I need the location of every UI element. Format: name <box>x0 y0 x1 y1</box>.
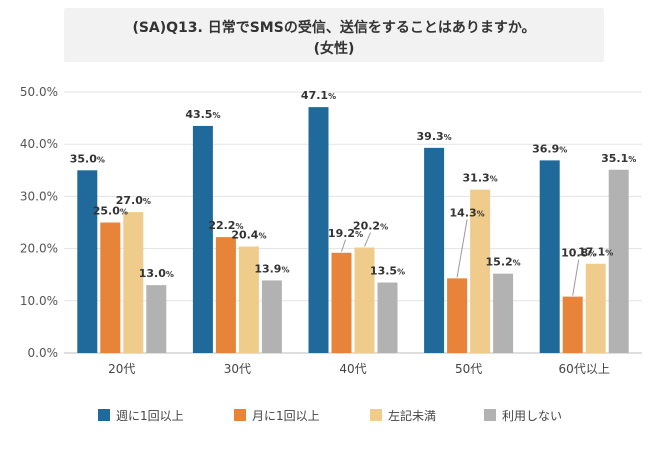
bar <box>493 273 514 353</box>
legend-item-weekly: 週に1回以上 <box>98 405 184 425</box>
data-label: 31.3% <box>463 172 498 185</box>
data-label: 27.0% <box>116 194 151 207</box>
data-label: 20.2% <box>353 220 388 233</box>
legend-item-none: 利用しない <box>484 405 562 425</box>
bar <box>261 280 282 353</box>
bar <box>377 282 398 353</box>
leader-line <box>341 239 346 252</box>
data-label: 47.1% <box>301 89 336 102</box>
leader-line <box>456 219 468 278</box>
x-category-label: 50代 <box>455 362 482 376</box>
bar <box>215 237 236 353</box>
data-label: 43.5% <box>185 108 220 121</box>
leader-line <box>572 259 580 296</box>
y-tick-label: 20.0% <box>20 242 58 256</box>
bar <box>447 278 468 353</box>
data-label: 20.4% <box>231 229 266 242</box>
bar <box>146 285 167 353</box>
bar <box>238 246 259 353</box>
chart-title: (SA)Q13. 日常でSMSの受信、送信をすることはありますか。 <box>132 20 536 36</box>
bar <box>562 296 583 353</box>
bar <box>608 169 629 353</box>
data-label: 13.0% <box>139 267 174 280</box>
bar <box>192 125 213 354</box>
x-category-label: 60代以上 <box>559 362 610 376</box>
x-category-label: 20代 <box>108 362 135 376</box>
bar <box>424 147 445 353</box>
data-label: 15.2% <box>486 256 521 269</box>
y-tick-label: 30.0% <box>20 189 58 203</box>
data-label: 17.1% <box>578 246 613 259</box>
legend-label-weekly: 週に1回以上 <box>116 408 184 423</box>
legend-swatch-monthly <box>234 409 246 421</box>
data-label: 36.9% <box>532 142 567 155</box>
bar <box>331 252 352 353</box>
legend-item-monthly: 月に1回以上 <box>234 405 320 425</box>
legend-swatch-none <box>484 409 496 421</box>
data-label: 13.5% <box>370 265 405 278</box>
legend-label-none: 利用しない <box>502 408 563 423</box>
y-tick-label: 0.0% <box>28 346 59 360</box>
data-label: 35.1% <box>601 152 636 165</box>
y-tick-label: 40.0% <box>20 137 58 151</box>
leader-line <box>364 232 371 247</box>
bar <box>100 222 121 353</box>
data-label: 22.2% <box>208 219 243 232</box>
legend-swatch-weekly <box>98 409 110 421</box>
x-category-label: 40代 <box>339 362 366 376</box>
data-label: 10.8% <box>561 247 596 260</box>
bar <box>308 107 329 353</box>
data-label: 13.9% <box>254 262 289 275</box>
bar <box>539 160 560 353</box>
data-label: 35.0% <box>70 152 105 165</box>
bar <box>77 170 98 353</box>
legend: 週に1回以上 月に1回以上 左記未満 利用しない <box>0 405 670 425</box>
chart-subtitle: (女性) <box>313 41 355 57</box>
bar <box>123 212 144 353</box>
x-category-label: 30代 <box>224 362 251 376</box>
bar <box>585 263 606 353</box>
data-label: 19.2% <box>328 227 363 240</box>
data-label: 25.0% <box>93 205 128 218</box>
chart-title-box: (SA)Q13. 日常でSMSの受信、送信をすることはありますか。 (女性) <box>64 8 604 62</box>
y-tick-label: 50.0% <box>20 85 58 99</box>
legend-label-monthly: 月に1回以上 <box>252 408 320 423</box>
bar <box>470 189 491 353</box>
bar <box>354 247 375 353</box>
data-label: 14.3% <box>450 206 485 219</box>
legend-label-less: 左記未満 <box>388 408 437 423</box>
legend-item-less: 左記未満 <box>370 405 436 425</box>
legend-swatch-less <box>370 409 382 421</box>
data-label: 39.3% <box>417 130 452 143</box>
y-tick-label: 10.0% <box>20 294 58 308</box>
